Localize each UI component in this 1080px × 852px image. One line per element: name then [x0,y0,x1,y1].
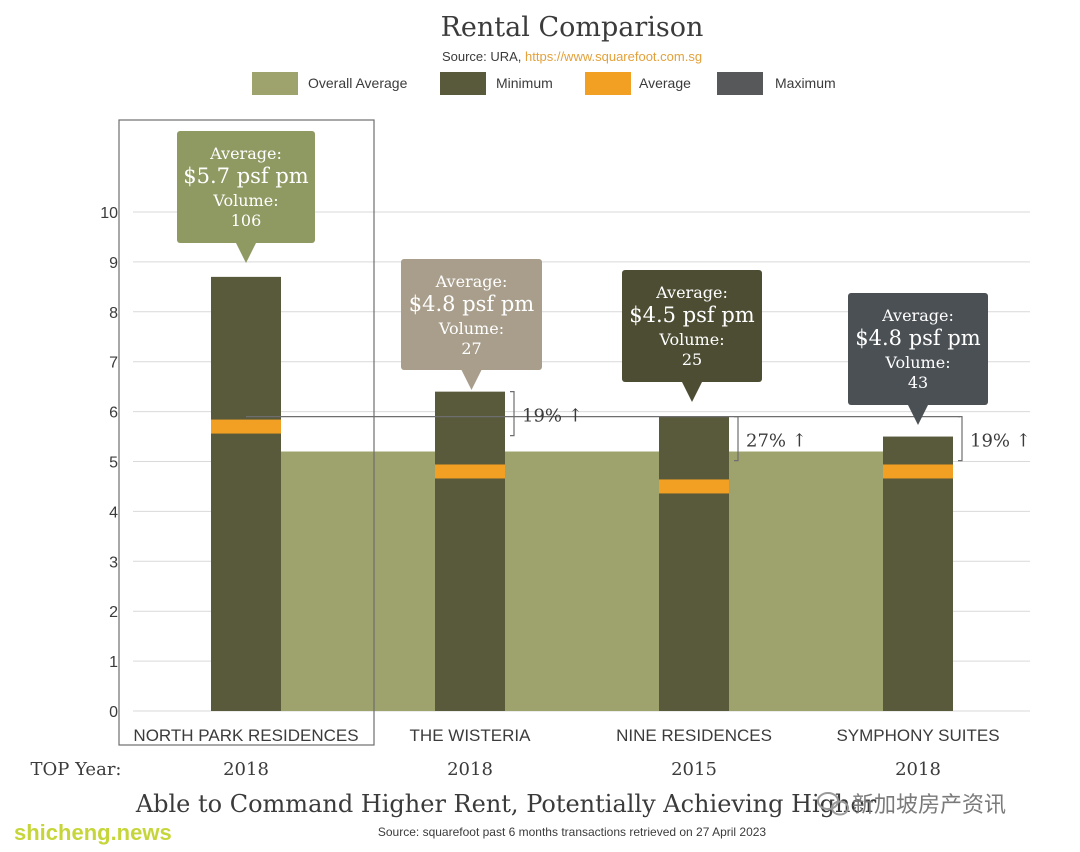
y-tick-label: 10 [100,205,118,222]
callout-volume: 43 [908,373,928,392]
legend-swatch-2 [440,72,486,95]
callout-average-label: Average: [209,144,282,163]
comparison-label: 19% ↑ [970,431,1031,452]
top-year-value: 2018 [447,759,493,780]
average-marker [883,464,953,479]
bar-maximum [883,436,953,711]
callout-4: Average:$4.8 psf pm Volume:43 [848,293,988,425]
y-tick-label: 3 [109,554,118,571]
subtitle: Able to Command Higher Rent, Potentially… [135,790,877,818]
legend-label-1: Overall Average [308,75,408,91]
callout-box [848,293,988,405]
legend: Overall Average Minimum Average Maximum [252,72,836,95]
comparison-label: 19% ↑ [522,406,583,427]
callout-2: Average:$4.8 psf pm Volume:27 [401,259,542,390]
callout-price: $4.8 psf pm [855,326,981,350]
top-year-label: TOP Year: [31,759,122,780]
top-year-value: 2015 [671,759,717,780]
watermark-left: shicheng.news [14,820,172,845]
source-line: Source: URA, https://www.squarefoot.com.… [442,49,702,64]
legend-label-4: Maximum [775,75,836,91]
callout-average-label: Average: [881,306,954,325]
y-tick-label: 6 [109,405,118,422]
bar-maximum [659,416,729,711]
callout-pointer [236,243,256,263]
callout-pointer [682,382,702,402]
callout-volume-label: Volume: [212,191,278,210]
bar-maximum [211,276,281,711]
callout-volume-label: Volume: [658,330,724,349]
comparison-bracket [958,415,963,462]
average-marker [211,419,281,434]
callout-average-label: Average: [435,272,508,291]
wechat-icon [817,792,849,816]
legend-label-2: Minimum [496,75,553,91]
top-year-value: 2018 [895,759,941,780]
y-tick-label: 2 [109,604,118,621]
comparison-bracket [734,415,739,462]
legend-swatch-4 [717,72,763,95]
callout-box [401,259,542,370]
x-axis: NORTH PARK RESIDENCES 2018 THE WISTERIA 201… [133,726,999,780]
x-category-label: THE WISTERIA [410,726,532,745]
y-tick-label: 8 [109,305,118,322]
y-axis: 0 1 2 3 4 5 6 7 8 9 10 [100,205,118,721]
watermark-right: 新加坡房产资讯 [852,793,1006,818]
footer-source: Source: squarefoot past 6 months transac… [378,825,767,839]
x-category-label: NINE RESIDENCES [616,726,772,745]
average-marker [659,479,729,494]
callout-volume: 25 [682,350,702,369]
y-tick-label: 9 [109,255,118,272]
callout-box [622,270,762,382]
legend-swatch-3 [585,72,631,95]
callout-volume-label: Volume: [884,353,950,372]
y-tick-label: 7 [109,355,118,372]
bars [118,119,960,746]
chart-title: Rental Comparison [441,12,704,43]
callout-volume-label: Volume: [438,319,504,338]
callout-price: $5.7 psf pm [183,164,309,188]
callout-pointer [461,370,482,390]
callout-box [177,131,315,243]
callout-price: $4.5 psf pm [629,303,755,327]
y-tick-label: 1 [109,654,118,671]
y-tick-label: 5 [109,455,118,472]
highlight-frame [118,119,375,746]
callout-price: $4.8 psf pm [409,292,535,316]
callout-pointer [908,405,928,425]
callout-1: Average:$5.7 psf pm Volume:106 [177,131,315,263]
callout-volume: 106 [231,211,262,230]
callouts: Average:$5.7 psf pmVolume:106Average:$4.… [177,131,988,425]
comparison-brackets: 19% ↑ 27% ↑ 19% ↑ [510,391,1031,462]
legend-label-3: Average [639,75,691,91]
y-tick-label: 0 [109,704,118,721]
x-category-label: NORTH PARK RESIDENCES [133,726,358,745]
source-prefix: Source: URA, [442,49,525,64]
top-year-value: 2018 [223,759,269,780]
x-category-label: SYMPHONY SUITES [836,726,999,745]
comparison-bracket [510,391,515,437]
bar-maximum [435,391,505,711]
comparison-label: 27% ↑ [746,431,807,452]
average-marker [435,464,505,479]
callout-volume: 27 [461,339,481,358]
source-link[interactable]: https://www.squarefoot.com.sg [525,49,702,64]
callout-3: Average:$4.5 psf pm Volume:25 [622,270,762,402]
callout-average-label: Average: [655,283,728,302]
legend-swatch-1 [252,72,298,95]
y-tick-label: 4 [109,504,118,521]
overall-average-area [281,451,883,711]
